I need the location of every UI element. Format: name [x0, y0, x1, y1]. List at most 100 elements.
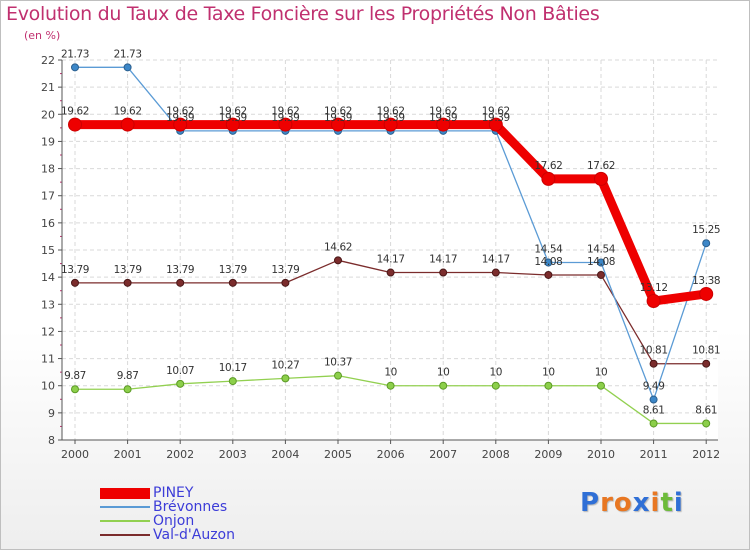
chart-title: Evolution du Taux de Taxe Foncière sur l… — [6, 3, 600, 25]
data-label-br-vonnes: 19.39 — [219, 112, 247, 124]
y-tick-label: 15 — [41, 244, 55, 257]
data-label-br-vonnes: 19.39 — [377, 112, 405, 124]
data-label-val-d-auzon: 13.79 — [166, 264, 194, 276]
data-point-onjon — [649, 419, 658, 428]
data-point-onjon — [334, 371, 342, 380]
data-label-val-d-auzon: 13.79 — [219, 264, 247, 276]
data-point-val-d-auzon — [439, 268, 448, 277]
x-tick-label: 2004 — [271, 448, 299, 461]
legend-swatch — [100, 487, 150, 499]
data-point-onjon — [123, 385, 132, 394]
data-label-br-vonnes: 19.39 — [271, 112, 299, 124]
data-label-piney: 13.12 — [640, 282, 668, 294]
data-point-val-d-auzon — [702, 359, 711, 368]
y-tick-label: 11 — [41, 353, 55, 366]
data-label-br-vonnes: 14.54 — [534, 243, 563, 255]
logo-letter: x — [632, 488, 651, 518]
data-point-piney — [541, 171, 556, 186]
data-label-val-d-auzon: 14.08 — [587, 256, 615, 268]
data-point-piney — [488, 117, 503, 132]
x-tick-label: 2003 — [219, 448, 247, 461]
unit-label: (en %) — [24, 29, 61, 42]
data-label-val-d-auzon: 10.81 — [640, 345, 668, 357]
logo-letter: i — [650, 488, 661, 518]
data-point-onjon — [176, 379, 185, 388]
data-point-val-d-auzon — [386, 268, 395, 277]
data-point-onjon — [544, 381, 553, 390]
logo-letter: i — [673, 488, 684, 518]
x-tick-label: 2011 — [640, 448, 668, 461]
data-point-val-d-auzon — [544, 270, 553, 279]
data-label-val-d-auzon: 13.79 — [271, 264, 299, 276]
data-label-piney: 19.62 — [166, 106, 194, 118]
y-tick-label: 12 — [41, 325, 55, 338]
y-tick-label: 22 — [41, 54, 55, 67]
data-point-val-d-auzon — [281, 278, 290, 287]
data-point-br-vonnes — [702, 239, 711, 248]
data-point-piney — [68, 117, 82, 132]
data-label-piney: 17.62 — [587, 160, 615, 172]
data-label-br-vonnes: 19.39 — [324, 112, 352, 124]
data-label-onjon: 9.87 — [117, 370, 139, 382]
data-label-br-vonnes: 19.39 — [482, 112, 510, 124]
logo-letter: P — [580, 488, 601, 518]
data-point-piney — [331, 117, 345, 132]
data-label-br-vonnes: 19.39 — [166, 112, 194, 124]
logo-letter: r — [600, 488, 614, 518]
legend-label: Onjon — [153, 513, 195, 529]
data-label-onjon: 9.87 — [64, 370, 86, 382]
x-tick-label: 2009 — [534, 448, 562, 461]
data-label-onjon: 10 — [542, 367, 555, 379]
data-label-val-d-auzon: 13.79 — [114, 264, 142, 276]
data-point-br-vonnes — [123, 63, 132, 72]
x-tick-label: 2001 — [114, 448, 142, 461]
y-tick-label: 14 — [41, 271, 55, 284]
logo-letter: o — [613, 488, 633, 518]
data-label-val-d-auzon: 10.81 — [692, 345, 720, 357]
data-point-onjon — [597, 381, 605, 390]
data-label-onjon: 10.17 — [219, 362, 247, 374]
data-point-piney — [699, 286, 714, 301]
legend-label: PINEY — [153, 485, 194, 501]
data-label-val-d-auzon: 14.62 — [324, 241, 352, 253]
data-point-piney — [120, 117, 135, 132]
data-label-piney: 19.62 — [377, 106, 405, 118]
data-point-onjon — [228, 377, 237, 386]
x-tick-label: 2012 — [692, 448, 720, 461]
data-point-onjon — [702, 419, 711, 428]
data-point-onjon — [71, 385, 79, 394]
y-tick-label: 20 — [41, 108, 55, 121]
data-point-br-vonnes — [649, 395, 658, 404]
legend-label: Brévonnes — [153, 499, 228, 515]
data-point-val-d-auzon — [123, 278, 132, 287]
x-tick-label: 2002 — [166, 448, 194, 461]
y-tick-label: 18 — [41, 163, 55, 176]
data-label-onjon: 8.61 — [643, 404, 665, 416]
data-label-br-vonnes: 19.39 — [429, 112, 457, 124]
x-tick-label: 2010 — [587, 448, 615, 461]
data-label-piney: 13.38 — [692, 275, 720, 287]
y-tick-label: 17 — [41, 190, 55, 203]
data-point-br-vonnes — [71, 63, 79, 72]
data-point-val-d-auzon — [597, 270, 605, 279]
data-label-piney: 19.62 — [219, 106, 247, 118]
data-point-piney — [225, 117, 240, 132]
data-point-piney — [436, 117, 451, 132]
data-label-val-d-auzon: 14.17 — [377, 254, 405, 266]
y-tick-label: 21 — [41, 81, 55, 94]
data-label-piney: 19.62 — [114, 106, 142, 118]
x-tick-label: 2006 — [377, 448, 405, 461]
data-label-onjon: 10 — [384, 367, 397, 379]
data-label-val-d-auzon: 14.17 — [429, 254, 457, 266]
data-label-onjon: 10.37 — [324, 357, 352, 369]
data-label-br-vonnes: 9.49 — [643, 381, 665, 393]
data-point-val-d-auzon — [491, 268, 500, 277]
data-point-val-d-auzon — [649, 359, 658, 368]
y-tick-label: 8 — [48, 434, 55, 447]
data-label-piney: 17.62 — [534, 160, 562, 172]
data-label-br-vonnes: 15.25 — [692, 224, 720, 236]
data-label-br-vonnes: 21.73 — [114, 48, 142, 60]
data-point-onjon — [386, 381, 395, 390]
data-label-val-d-auzon: 13.79 — [61, 264, 89, 276]
data-point-val-d-auzon — [176, 278, 185, 287]
